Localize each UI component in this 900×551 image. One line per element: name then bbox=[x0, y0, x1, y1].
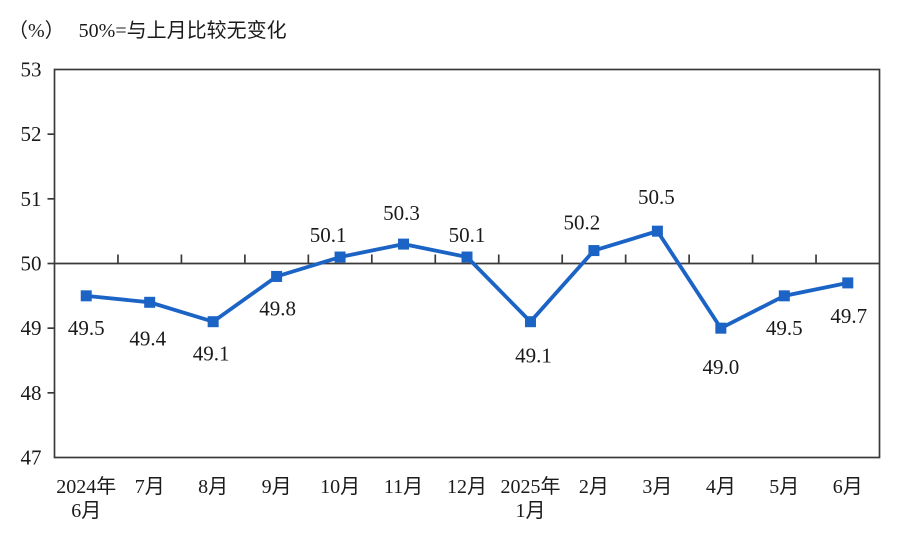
data-point-label: 49.5 bbox=[766, 316, 803, 340]
x-axis-label: 5月 bbox=[769, 476, 799, 498]
data-point-marker bbox=[271, 270, 283, 282]
x-axis-label: 8月 bbox=[198, 476, 228, 498]
data-point-label: 50.2 bbox=[564, 211, 601, 235]
x-axis-label: 10月 bbox=[320, 476, 360, 498]
data-point-marker bbox=[524, 316, 536, 328]
x-axis-label: 12月 bbox=[447, 476, 487, 498]
y-axis-label: 49 bbox=[21, 316, 42, 340]
data-point-marker bbox=[80, 290, 92, 302]
data-point-marker bbox=[207, 316, 219, 328]
y-axis-label: 48 bbox=[21, 381, 42, 405]
data-point-label: 50.1 bbox=[449, 223, 486, 247]
data-point-label: 49.1 bbox=[515, 344, 552, 368]
x-axis-label: 3月 bbox=[642, 476, 672, 498]
data-point-label: 50.3 bbox=[383, 201, 420, 225]
x-axis-label: 11月 bbox=[384, 476, 423, 498]
chart-subtitle: 50%=与上月比较无变化 bbox=[78, 20, 287, 42]
x-axis-label: 4月 bbox=[706, 476, 736, 498]
data-point-label: 49.4 bbox=[129, 326, 166, 350]
data-point-marker bbox=[651, 225, 663, 237]
y-axis-label: 52 bbox=[21, 122, 42, 146]
data-point-marker bbox=[398, 238, 410, 250]
x-axis-label: 9月 bbox=[262, 476, 292, 498]
data-point-label: 49.7 bbox=[830, 304, 867, 328]
data-point-marker bbox=[461, 251, 473, 263]
data-point-label: 50.1 bbox=[310, 223, 347, 247]
data-point-label: 49.0 bbox=[702, 355, 739, 379]
y-axis-label: 50 bbox=[21, 252, 42, 276]
data-point-label: 49.1 bbox=[193, 342, 230, 366]
x-axis-label: 6月 bbox=[833, 476, 863, 498]
data-point-marker bbox=[588, 245, 600, 257]
y-axis-unit-label: （%） bbox=[8, 20, 65, 42]
data-point-label: 50.5 bbox=[638, 185, 675, 209]
y-axis-label: 47 bbox=[21, 446, 42, 470]
chart-header: （%） 50%=与上月比较无变化 bbox=[8, 18, 287, 44]
x-axis-label: 2月 bbox=[579, 476, 609, 498]
x-axis-label: 2025年 1月 bbox=[500, 475, 560, 522]
data-point-marker bbox=[842, 277, 854, 289]
y-axis-label: 51 bbox=[21, 187, 42, 211]
data-point-marker bbox=[778, 290, 790, 302]
x-axis-label: 2024年 6月 bbox=[56, 475, 116, 522]
data-point-label: 49.5 bbox=[68, 316, 105, 340]
data-point-marker bbox=[334, 251, 346, 263]
x-axis-label: 7月 bbox=[135, 476, 165, 498]
data-point-marker bbox=[144, 296, 156, 308]
data-point-label: 49.8 bbox=[259, 296, 296, 320]
y-axis-label: 53 bbox=[21, 58, 42, 82]
data-point-marker bbox=[715, 322, 727, 334]
